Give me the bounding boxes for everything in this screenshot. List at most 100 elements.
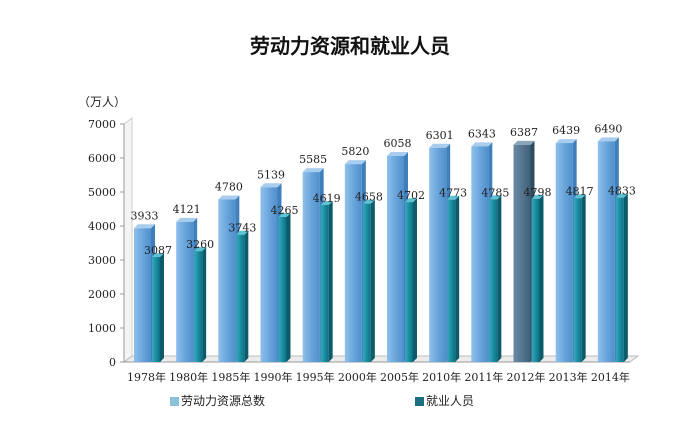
x-tick-label: 2013年 [549,370,588,384]
data-labels: 3933 3087 1978年 4121 3260 1980年 4780 3743 1985年 5… [127,122,636,384]
x-tick-label: 2010年 [422,370,461,384]
y-tick-label: 3000 [88,254,116,267]
bar-employed-side [455,195,460,362]
bar-employed [320,200,333,362]
bar-total-top [218,195,240,200]
bar-employed-front [531,198,540,362]
y-tick-label: 6000 [88,152,116,165]
bar-total [429,143,451,362]
data-label-employed: 4798 [524,186,552,199]
data-label-employed: 3743 [228,222,256,235]
data-label-total: 6439 [552,124,580,137]
bar-total-front [134,228,151,362]
bar-employed-side [370,199,375,362]
bar-total-front [260,187,278,362]
bar-employed-side [623,193,628,362]
bar-employed [531,194,544,362]
legend-swatch-employed [415,397,424,406]
bar-total-top [260,183,282,188]
legend-item-employed: 就业人员 [415,392,474,409]
bar-employed-top [152,253,164,258]
bar-employed [489,195,502,362]
y-tick-label: 2000 [88,288,116,301]
bar-total-top [344,160,366,165]
data-label-total: 4780 [215,180,243,193]
bar-employed [405,198,417,362]
bar-total-front [387,156,404,362]
bar-employed-side [413,198,417,362]
data-label-total: 6490 [594,122,622,135]
axes: 0 1000 2000 3000 4000 5000 6000 7000 [88,117,640,369]
bar-total-front [176,221,194,362]
bar-total [471,142,493,362]
bar-employed-front [236,234,245,362]
bar-employed [573,194,586,362]
bar-total-front [302,172,320,362]
data-label-total: 4121 [173,203,201,216]
data-label-employed: 4817 [566,185,594,198]
bar-employed-front [362,203,371,362]
bar-employed [447,195,460,362]
bar-employed-front [278,216,287,362]
bar-employed-side [244,230,249,362]
data-label-employed: 4785 [481,186,509,199]
bar-total-front [218,199,236,362]
bar-employed-front [447,199,456,362]
bar-employed-top [489,195,502,200]
bar-total-top [471,142,493,147]
x-tick-label: 1985年 [211,370,250,384]
bar-total [513,140,535,362]
bar-employed-side [539,194,544,362]
data-label-total: 5139 [257,168,285,181]
bar-employed-top [447,195,460,200]
data-label-employed: 3087 [144,244,172,257]
y-tick-label: 0 [109,356,116,369]
bars [134,137,628,362]
bar-total-top [387,152,408,157]
data-label-total: 6387 [510,126,538,139]
bar-total-front [471,146,489,362]
bar-employed-front [320,204,329,362]
bar-employed-top [320,200,333,205]
y-tick-label: 5000 [88,186,116,199]
bar-employed [152,253,164,362]
y-axis-unit-label: （万人） [78,95,127,109]
bar-employed-side [202,247,207,362]
bar-total [218,195,240,362]
bar-total-front [344,164,362,362]
data-label-employed: 4619 [313,192,341,205]
data-label-total: 6058 [384,137,412,150]
bar-total-top [555,139,577,144]
x-tick-label: 1978年 [127,370,166,384]
bar-total [387,152,408,362]
bar-employed-front [152,257,160,362]
x-tick-label: 2014年 [591,370,630,384]
x-tick-label: 1990年 [254,370,293,384]
x-tick-label: 2000年 [338,370,377,384]
bar-employed-top [615,193,628,198]
side-wall [123,117,133,363]
data-label-employed: 4658 [355,191,383,204]
bar-employed [236,230,249,362]
x-tick-label: 2012年 [507,370,546,384]
bar-total-top [176,217,198,222]
data-label-total: 5820 [341,145,369,158]
bar-total-top [429,143,451,148]
data-label-total: 5585 [299,153,327,166]
legend-label-total: 劳动力资源总数 [181,394,266,408]
bar-employed-front [489,199,498,362]
bar-total-front [555,143,573,362]
bar-employed [362,199,375,362]
bar-employed [194,247,207,362]
bar-employed-side [286,212,291,362]
x-tick-label: 2011年 [464,370,503,384]
bar-employed [278,212,291,362]
bar-employed-top [362,199,375,204]
bar-total [555,139,577,362]
bar-total-front [429,147,447,362]
x-tick-label: 1980年 [169,370,208,384]
bar-total-front [513,144,531,362]
bar-employed-side [497,195,502,362]
bar-total [597,137,619,362]
